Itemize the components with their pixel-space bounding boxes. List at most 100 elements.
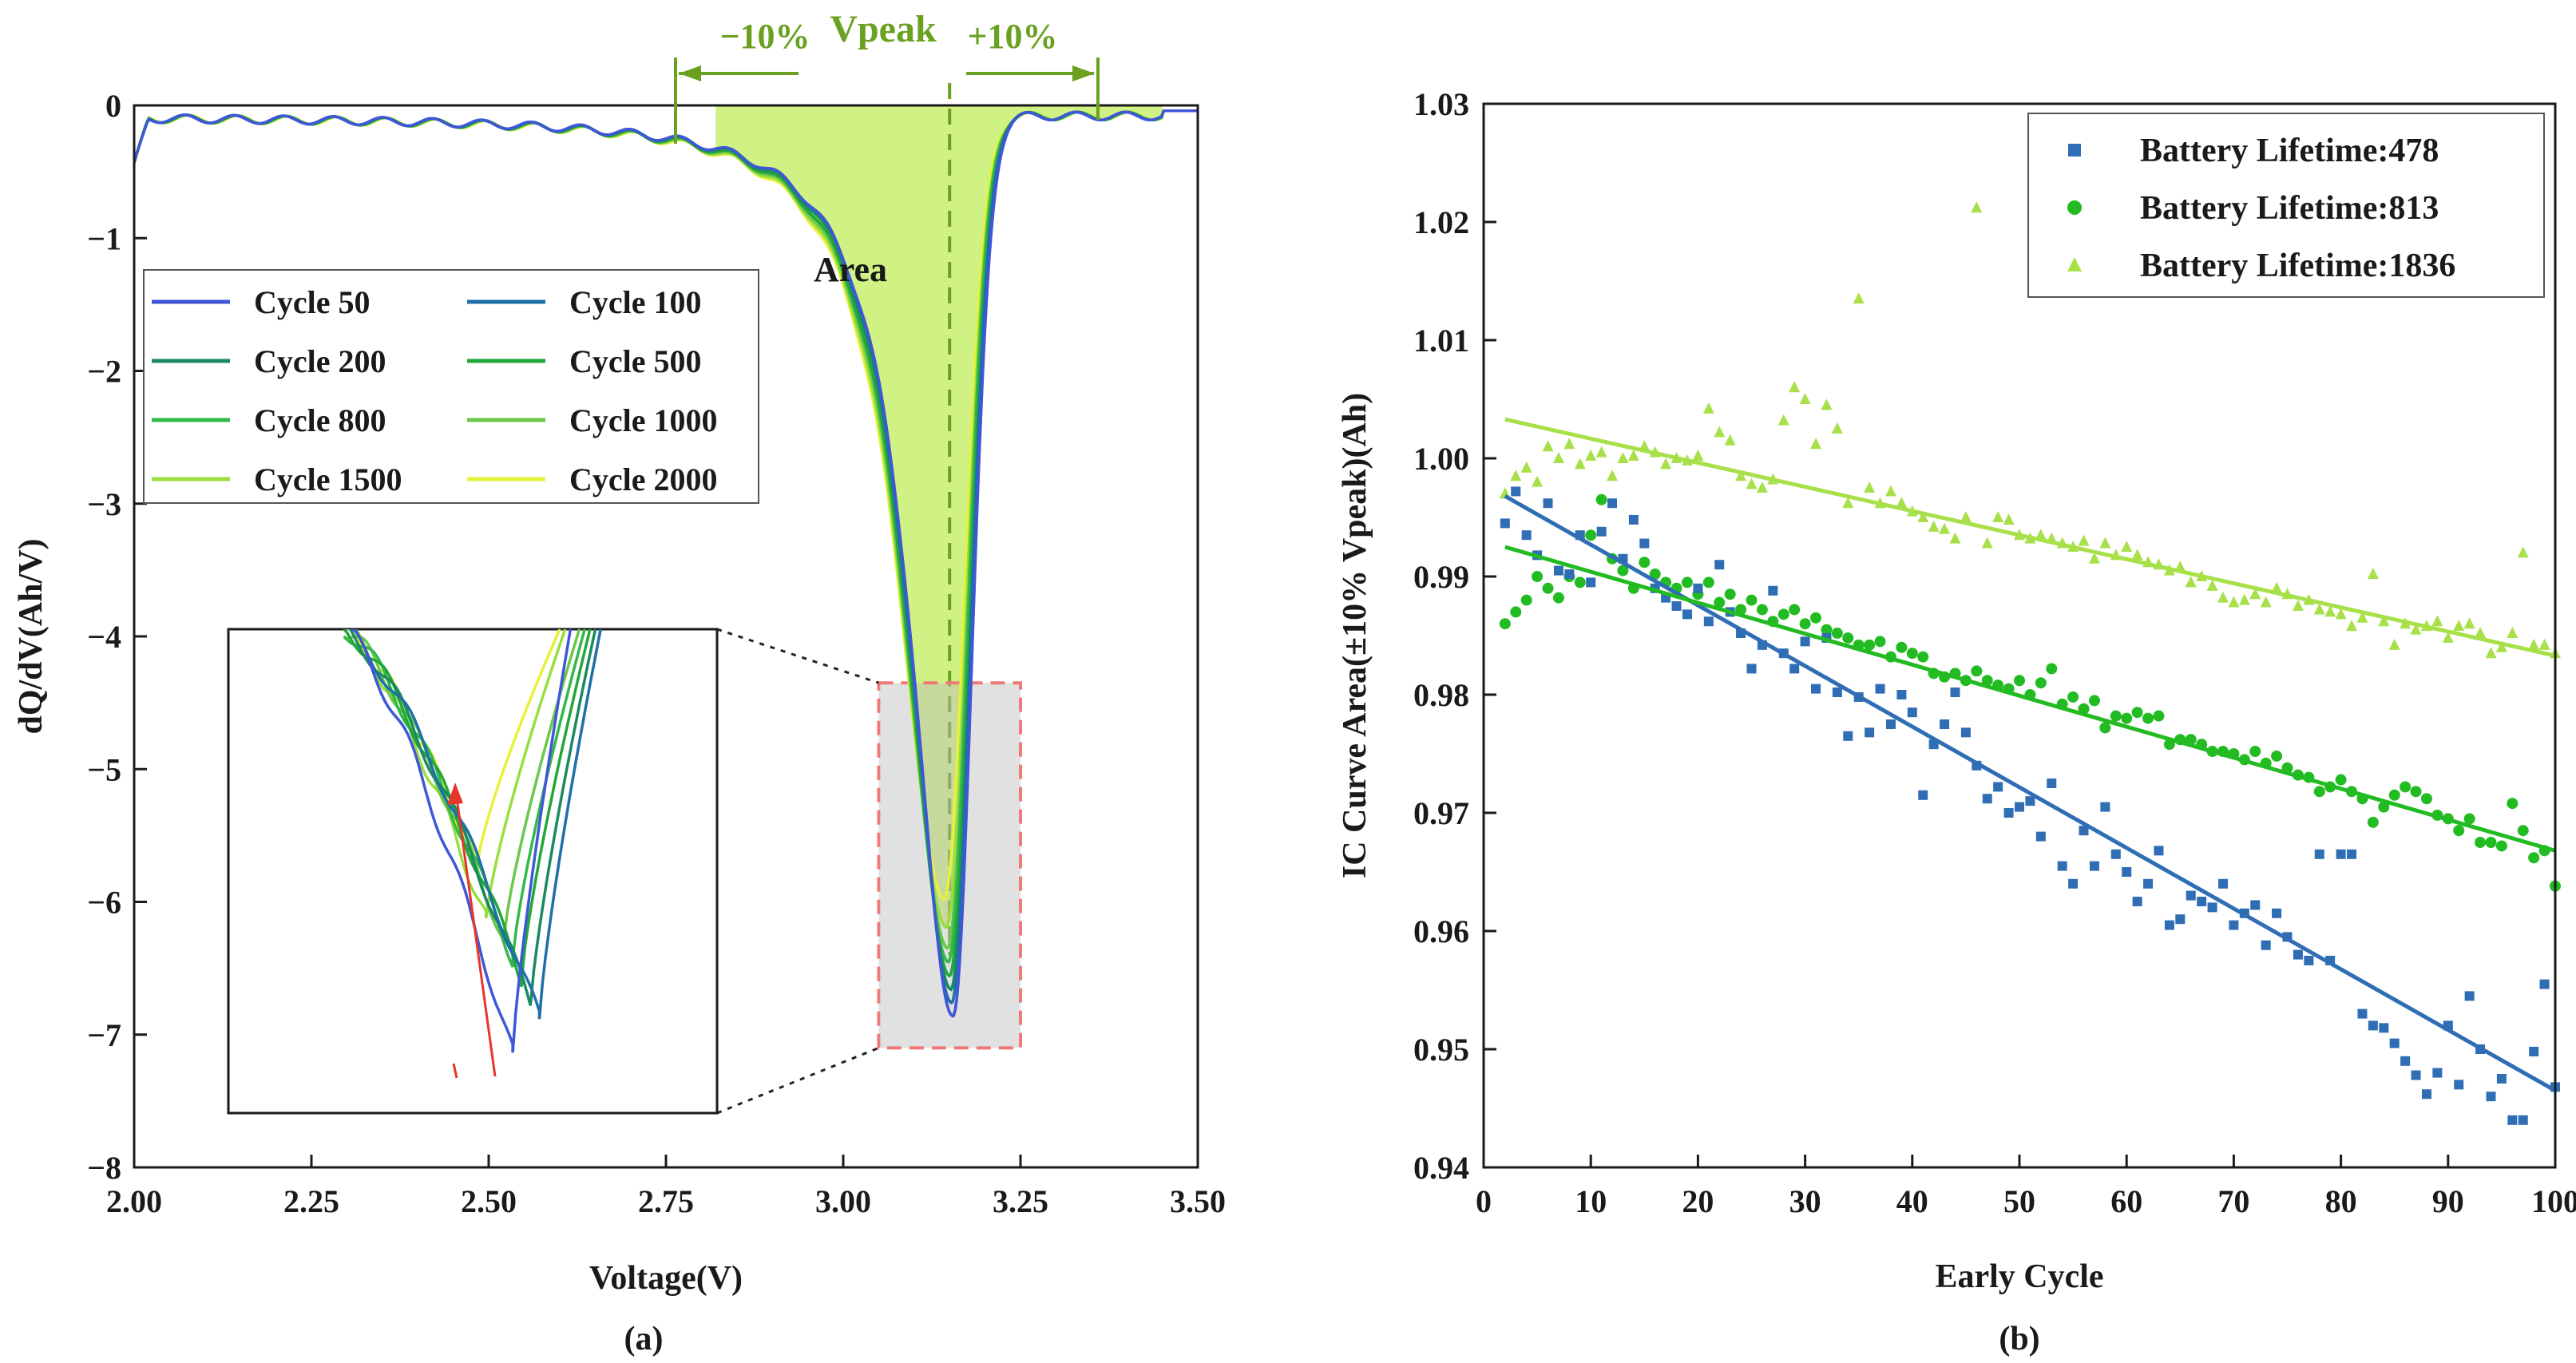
scatter-point	[1896, 690, 1907, 699]
scatter-point	[1906, 648, 1918, 660]
inset-line-cycle-100	[353, 629, 602, 1020]
scatter-point	[1692, 450, 1704, 462]
scatter-point	[2035, 831, 2046, 842]
scatter-point	[1628, 514, 1639, 525]
scatter-point	[2411, 1070, 2421, 1080]
x-tick-label-a: 2.75	[638, 1183, 694, 1219]
legend-label-a: Cycle 50	[254, 284, 371, 320]
scatter-point	[1777, 414, 1789, 426]
scatter-point	[1971, 665, 1983, 677]
scatter-point	[1585, 529, 1597, 541]
scatter-point	[1842, 497, 1854, 509]
scatter-point	[1746, 477, 1758, 489]
scatter-point	[2260, 596, 2272, 608]
y-tick-label-a: −3	[87, 486, 121, 522]
legend-label-b: Battery Lifetime:1836	[2140, 248, 2455, 284]
x-tick-label-a: 2.00	[106, 1183, 162, 1219]
scatter-point	[1907, 707, 1917, 718]
scatter-point	[1756, 481, 1768, 493]
x-tick-label-a: 3.50	[1170, 1183, 1226, 1219]
scatter-point	[2475, 837, 2487, 848]
scatter-point	[2035, 677, 2047, 689]
scatter-point	[2197, 897, 2207, 906]
y-axis-ticks-a: 0 −1 −2 −3 −4 −5 −6 −7 −8	[87, 88, 147, 1186]
scatter-point	[2185, 576, 2197, 588]
scatter-point	[2346, 620, 2358, 632]
scatter-point	[2249, 588, 2261, 600]
scatter-point	[1939, 522, 1951, 534]
scatter-point	[2529, 1046, 2539, 1056]
scatter-point	[2400, 781, 2412, 793]
inset-line-cycle-200	[348, 629, 597, 1006]
inset-line-cycle-50	[343, 629, 573, 1053]
scatter-point	[2496, 1074, 2507, 1084]
scatter-point	[2485, 647, 2497, 659]
scatter-point	[1532, 475, 1544, 487]
scatter-point	[2538, 638, 2550, 650]
scatter-point	[2121, 712, 2133, 724]
x-tick-label-b: 20	[1682, 1183, 1714, 1219]
scatter-point	[1940, 719, 1950, 729]
scatter-point	[2335, 608, 2347, 620]
panel-label-b: (b)	[1999, 1321, 2039, 1357]
scatter-point	[2335, 774, 2347, 786]
zoom-inset	[227, 628, 719, 1115]
legend-label-b: Battery Lifetime:478	[2140, 133, 2439, 169]
scatter-point	[1542, 440, 1554, 452]
scatter-points	[1499, 201, 2561, 1125]
scatter-point	[2454, 1080, 2464, 1090]
scatter-point	[1810, 438, 1822, 450]
scatter-point	[2304, 956, 2314, 965]
scatter-point	[2336, 849, 2346, 859]
y-tick-label-b: 1.03	[1413, 86, 1469, 122]
scatter-point	[2463, 617, 2475, 629]
scatter-point	[1714, 426, 1726, 438]
scatter-point	[2100, 802, 2110, 812]
scatter-point	[2099, 537, 2111, 549]
scatter-point	[1627, 450, 1639, 462]
scatter-point	[1928, 520, 1940, 532]
scatter-point	[2410, 786, 2422, 798]
y-tick-label-a: −8	[87, 1150, 121, 1186]
scatter-point	[1586, 577, 1596, 588]
scatter-point	[1703, 616, 1714, 627]
fit-line	[1504, 417, 2556, 658]
scatter-point	[2185, 734, 2197, 746]
scatter-point	[1521, 530, 1532, 541]
scatter-point	[1789, 664, 1800, 674]
scatter-point	[1617, 452, 1629, 463]
y-tick-label-a: −7	[87, 1017, 121, 1053]
scatter-point	[1500, 518, 1510, 529]
scatter-point	[1811, 683, 1821, 694]
scatter-point	[2367, 816, 2379, 828]
scatter-point	[1971, 201, 1983, 213]
bracket-left-label: −10%	[719, 17, 810, 56]
scatter-point	[1981, 675, 1993, 687]
scatter-point	[1520, 461, 1532, 473]
scatter-point	[1842, 632, 1854, 644]
fit-line	[1504, 545, 2556, 853]
x-tick-label-a: 2.25	[283, 1183, 339, 1219]
scatter-point	[1875, 683, 1885, 694]
scatter-point	[2368, 1020, 2378, 1031]
scatter-point	[1865, 727, 1875, 738]
inset-line-cycle-500	[343, 629, 592, 988]
scatter-point	[2079, 826, 2089, 836]
scatter-point	[2507, 627, 2519, 639]
scatter-point	[2068, 878, 2079, 889]
scatter-point	[2164, 920, 2174, 930]
y-axis-label-b: IC Curve Area(±10% Vpeak)(Ah)	[1337, 393, 1373, 878]
scatter-point	[2206, 579, 2218, 591]
legend-label-a: Cycle 500	[569, 343, 702, 379]
scatter-point	[1681, 577, 1693, 588]
scatter-point	[1777, 608, 1789, 620]
legend-label-a: Cycle 2000	[569, 462, 718, 497]
scatter-point	[1992, 511, 2004, 522]
scatter-point	[1799, 618, 1811, 630]
scatter-point	[2142, 712, 2154, 724]
scatter-point	[2495, 640, 2507, 652]
scatter-point	[2035, 529, 2047, 541]
scatter-point	[2517, 546, 2529, 558]
scatter-point	[2132, 897, 2142, 906]
